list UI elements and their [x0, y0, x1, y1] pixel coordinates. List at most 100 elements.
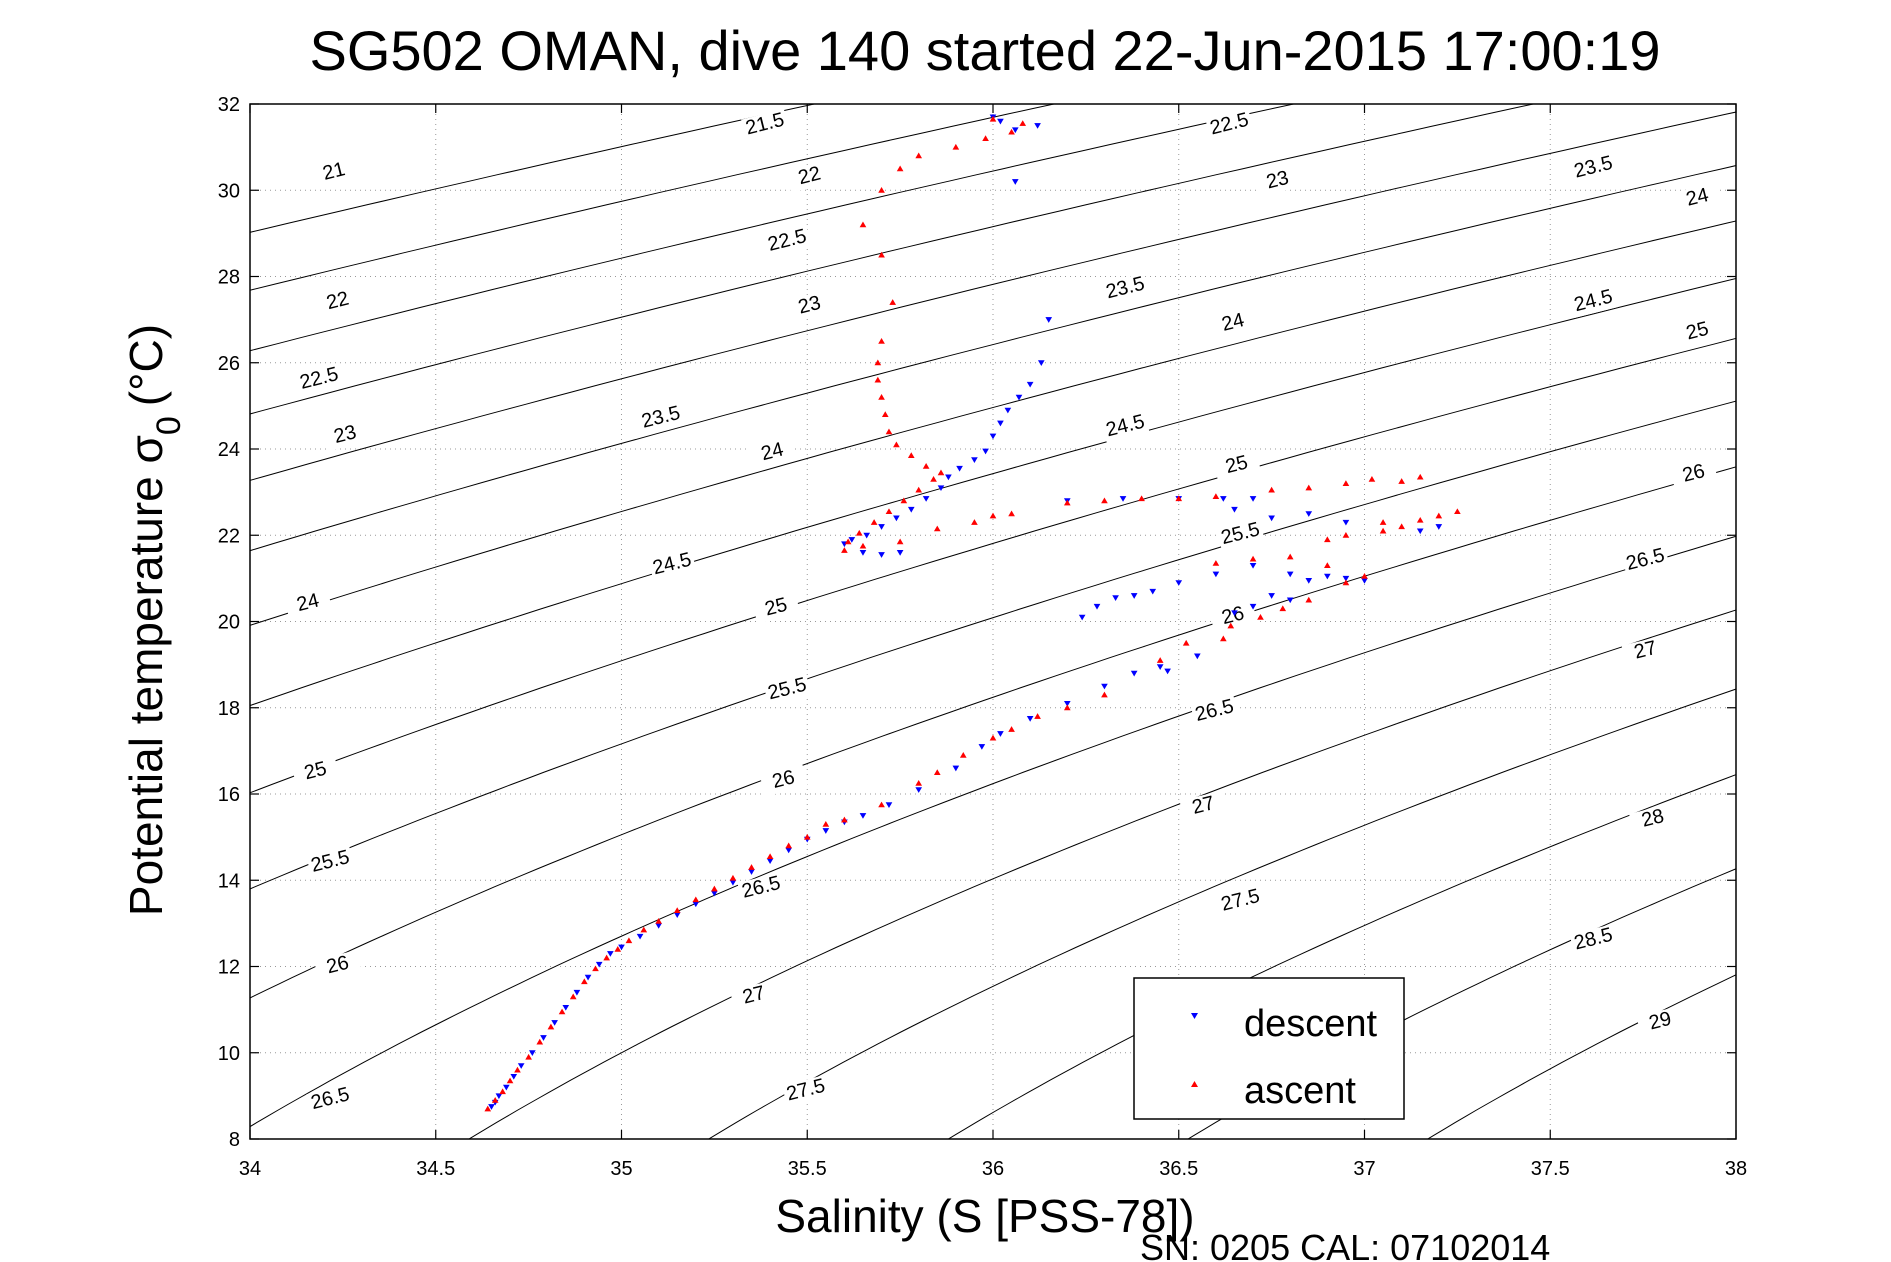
contour-label-bg — [782, 1075, 831, 1108]
descent-point — [1034, 123, 1041, 129]
y-tick-label: 28 — [218, 267, 240, 289]
descent-point — [551, 1020, 558, 1026]
descent-point — [859, 550, 867, 556]
ascent-point — [989, 734, 997, 741]
contour-label: 26.5 — [309, 1083, 352, 1114]
ascent-point — [1361, 573, 1368, 579]
descent-point — [562, 1004, 570, 1011]
contour-label: 25.5 — [1219, 518, 1262, 549]
contour-label-bg — [1209, 307, 1258, 340]
descent-point — [729, 879, 737, 886]
ascent-point — [878, 187, 885, 193]
ascent-point — [1324, 562, 1331, 568]
descent-point — [1194, 653, 1201, 660]
contour-label-bg — [759, 764, 808, 797]
descent-point — [1011, 127, 1019, 134]
descent-point — [1324, 573, 1331, 580]
density-contour-line — [250, 337, 1736, 794]
ascent-point — [614, 946, 622, 952]
ascent-point — [874, 359, 882, 366]
contour-label-bg — [748, 436, 797, 469]
descent-point — [937, 485, 945, 492]
descent-point — [997, 118, 1004, 125]
descent-point — [1435, 524, 1443, 530]
ascent-point — [878, 394, 885, 400]
contour-label: 25.5 — [309, 846, 352, 877]
ascent-point — [1279, 605, 1287, 612]
descent-point — [971, 457, 978, 463]
ascent-point — [1212, 493, 1220, 499]
y-tick-label: 30 — [218, 180, 240, 202]
ascent-point — [1019, 120, 1027, 126]
descent-point — [1175, 580, 1183, 586]
contour-label: 21.5 — [743, 109, 786, 140]
descent-point — [997, 731, 1004, 737]
ascent-point — [1286, 553, 1294, 560]
contour-label-bg — [1569, 924, 1618, 957]
ascent-point — [1398, 523, 1405, 530]
contour-label-bg — [310, 156, 359, 189]
descent-point — [1063, 700, 1071, 707]
contour-label-bg — [1179, 790, 1228, 823]
ascent-point — [893, 441, 900, 448]
contour-label-bg — [785, 290, 834, 323]
density-contour-line — [250, 104, 817, 233]
x-tick-label: 35.5 — [788, 1158, 827, 1180]
density-contour-line — [707, 688, 1736, 1139]
contour-label: 22.5 — [1208, 109, 1251, 140]
ascent-point — [1008, 510, 1015, 517]
descent-point — [618, 944, 625, 951]
ascent-point — [1268, 486, 1275, 493]
ascent-point — [982, 135, 989, 141]
ascent-point — [1063, 704, 1071, 711]
ascent-point — [592, 965, 599, 972]
contour-label-bg — [1569, 152, 1618, 185]
descent-point — [540, 1035, 547, 1041]
contour-label-bg — [763, 225, 812, 258]
contour-label-bg — [741, 109, 790, 142]
contour-label-bg — [1673, 316, 1722, 349]
x-tick-label: 34.5 — [416, 1158, 455, 1180]
descent-point — [1164, 668, 1171, 675]
descent-point — [1026, 716, 1034, 722]
ascent-point — [959, 751, 967, 758]
contour-label: 26.5 — [1624, 544, 1667, 575]
ascent-point — [878, 251, 885, 258]
contour-label: 22 — [796, 162, 823, 189]
contour-label: 24 — [295, 589, 322, 616]
contour-label-bg — [1101, 272, 1150, 305]
descent-point — [1119, 496, 1127, 502]
contour-label: 24 — [759, 438, 786, 465]
contour-label: 29 — [1647, 1008, 1674, 1035]
descent-point — [636, 933, 644, 940]
ascent-point — [896, 165, 904, 172]
ascent-point — [766, 853, 774, 860]
descent-point — [607, 951, 614, 957]
ascent-point — [569, 993, 577, 1000]
descent-point — [1130, 670, 1138, 677]
descent-point — [711, 890, 718, 897]
contour-label: 27 — [1632, 637, 1659, 664]
descent-point — [982, 448, 989, 455]
contour-label-bg — [1621, 544, 1670, 577]
descent-point — [584, 974, 592, 981]
descent-point — [885, 802, 893, 808]
chart-title: SG502 OMAN, dive 140 started 22-Jun-2015… — [309, 19, 1660, 82]
y-axis-ticks: 8 10 12 14 16 18 20 22 24 26 28 30 32 — [218, 94, 1736, 1151]
descent-point — [822, 828, 830, 834]
y-tick-label: 20 — [218, 612, 240, 634]
contour-label: 22.5 — [298, 363, 341, 394]
ascent-point — [1034, 713, 1041, 719]
y-tick-label: 22 — [218, 525, 240, 547]
descent-point — [1416, 528, 1424, 535]
contour-label: 22 — [324, 288, 351, 315]
descent-point — [997, 420, 1004, 427]
ascent-point — [603, 954, 610, 961]
ascent-point — [870, 519, 878, 525]
contour-label: 26 — [770, 766, 797, 793]
legend: descent ascent — [1133, 977, 1405, 1120]
descent-point — [1249, 603, 1257, 610]
y-tick-label: 12 — [218, 957, 240, 979]
y-tick-label: 10 — [218, 1043, 240, 1065]
contour-label: 26 — [1220, 602, 1247, 629]
